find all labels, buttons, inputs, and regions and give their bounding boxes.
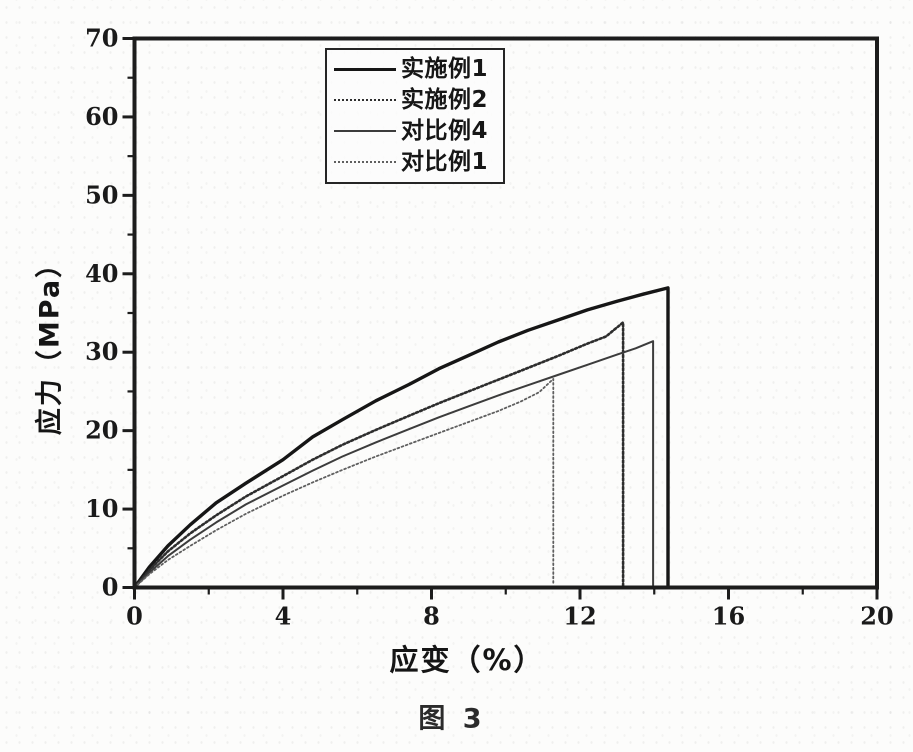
- x-tick-label: 4: [275, 602, 292, 631]
- y-tick-label: 60: [85, 102, 118, 131]
- legend-item-3: 对比例4: [334, 119, 496, 143]
- legend-label-1: 实施例1: [401, 55, 489, 82]
- y-tick-label: 20: [85, 416, 118, 445]
- y-tick-label: 70: [85, 24, 118, 53]
- legend-sample-4: [334, 161, 396, 163]
- legend-item-4: 对比例1: [334, 150, 496, 174]
- x-tick-label: 8: [423, 602, 440, 631]
- x-tick-label: 16: [712, 602, 745, 631]
- legend-item-2: 实施例2: [334, 88, 496, 112]
- y-tick-label: 40: [85, 259, 118, 288]
- y-axis-label: 应力（MPa）: [34, 248, 66, 436]
- legend: 实施例1 实施例2 对比例4 对比例1: [325, 48, 505, 184]
- curve-1: [132, 286, 670, 590]
- legend-sample-2: [334, 99, 396, 101]
- legend-item-1: 实施例1: [334, 57, 496, 81]
- legend-label-2: 实施例2: [401, 86, 489, 113]
- y-tick-label: 30: [85, 337, 118, 366]
- curve-4: [133, 377, 555, 589]
- x-axis-label: 应变（%）: [389, 643, 545, 677]
- legend-label-3: 对比例4: [401, 117, 489, 144]
- y-tick-label: 50: [85, 180, 118, 209]
- curve-2: [133, 321, 625, 589]
- plot-frame: [132, 36, 879, 590]
- legend-sample-1: [334, 67, 396, 71]
- figure-caption: 图 3: [418, 703, 486, 735]
- y-tick-label: 0: [102, 573, 119, 602]
- curve-3: [133, 340, 655, 589]
- legend-label-4: 对比例1: [401, 148, 489, 175]
- x-tick-label: 12: [563, 602, 596, 631]
- legend-sample-3: [334, 130, 396, 132]
- x-tick-label: 0: [126, 602, 143, 631]
- y-tick-label: 10: [85, 494, 118, 523]
- x-tick-label: 20: [860, 602, 893, 631]
